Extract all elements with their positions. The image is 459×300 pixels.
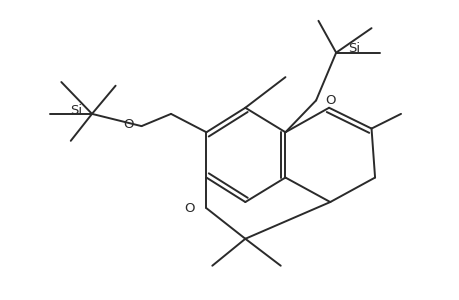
Text: O: O: [123, 118, 133, 131]
Text: Si: Si: [70, 104, 82, 117]
Text: O: O: [184, 202, 194, 215]
Text: O: O: [325, 94, 336, 107]
Text: Si: Si: [347, 43, 359, 56]
